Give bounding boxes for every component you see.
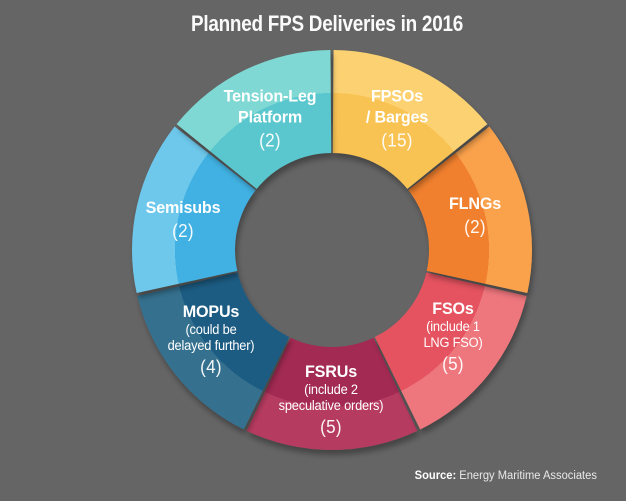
donut-segment-fsrus	[246, 337, 418, 451]
source-text: Energy Maritime Associates	[456, 470, 597, 482]
donut-segment-fpsos-barges	[332, 50, 488, 189]
source-prefix: Source:	[414, 470, 457, 482]
donut-segment-flngs	[408, 126, 533, 293]
donut-segment-tension-leg-platform	[176, 50, 332, 189]
source-attribution: Source: Energy Maritime Associates	[415, 470, 597, 482]
donut-segment-fsos	[374, 272, 527, 430]
chart-title: Planned FPS Deliveries in 2016	[191, 11, 463, 36]
donut-segment-mopus	[137, 272, 290, 430]
donut-segment-semisubs	[131, 126, 256, 293]
